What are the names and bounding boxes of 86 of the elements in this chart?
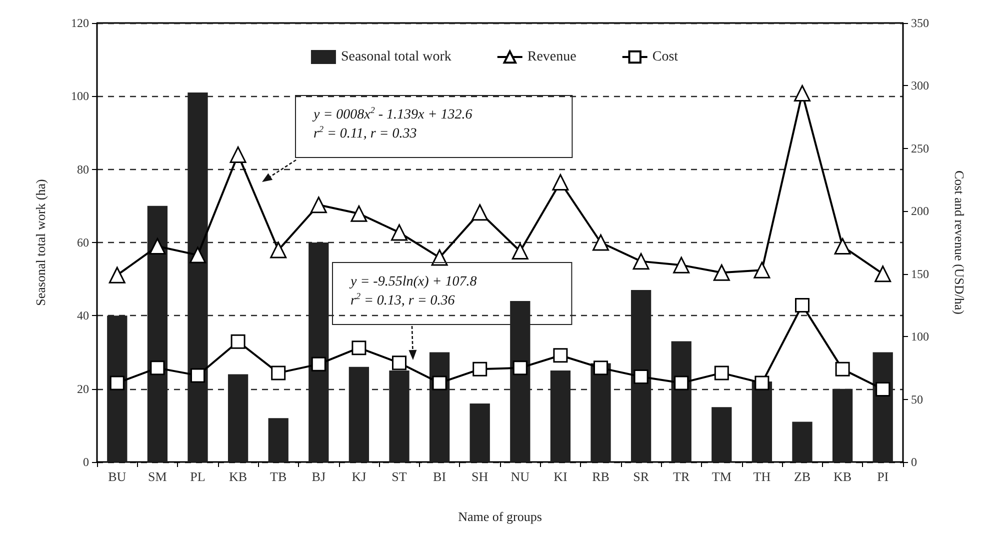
y2-axis-title: Cost and revenue (USD/ha) bbox=[952, 170, 967, 315]
bar bbox=[228, 374, 248, 462]
point bbox=[874, 266, 892, 282]
y-tick-label: 60 bbox=[77, 236, 89, 250]
y2-tick-label: 200 bbox=[911, 204, 929, 218]
bar bbox=[348, 366, 370, 462]
x-tick-label: KJ bbox=[352, 469, 366, 484]
y2-tick-label: 150 bbox=[911, 266, 929, 281]
point bbox=[553, 348, 568, 363]
x-tick-label: ST bbox=[392, 469, 407, 484]
point bbox=[552, 174, 569, 191]
point bbox=[190, 246, 206, 264]
point bbox=[472, 204, 488, 221]
point bbox=[835, 362, 850, 376]
point bbox=[512, 360, 528, 376]
y-tick-label: 0 bbox=[83, 455, 89, 469]
x-tick-label: KB bbox=[229, 469, 248, 484]
point bbox=[834, 238, 851, 255]
legend-label: Cost bbox=[652, 50, 678, 64]
x-tick-label: TB bbox=[270, 469, 287, 484]
point bbox=[592, 234, 609, 251]
y-tick-label: 80 bbox=[77, 162, 89, 176]
point bbox=[270, 242, 287, 258]
x-tick-label: SR bbox=[633, 469, 650, 484]
point bbox=[794, 84, 810, 102]
point bbox=[110, 376, 124, 390]
point bbox=[230, 146, 246, 163]
point bbox=[632, 253, 650, 270]
x-tick-label: TH bbox=[753, 469, 771, 484]
point bbox=[714, 366, 729, 380]
x-tick-label: TM bbox=[712, 469, 732, 484]
y2-tick-label: 250 bbox=[911, 141, 929, 156]
bar bbox=[792, 422, 812, 462]
point bbox=[391, 224, 408, 241]
point bbox=[271, 366, 286, 380]
point bbox=[754, 376, 770, 390]
x-tick-label: BU bbox=[108, 469, 127, 484]
point bbox=[190, 368, 205, 383]
point bbox=[310, 196, 327, 214]
point bbox=[754, 262, 770, 278]
x-axis-title: Name of groups bbox=[458, 509, 542, 524]
y-tick-label: 20 bbox=[77, 382, 89, 396]
point bbox=[149, 238, 166, 255]
point bbox=[352, 340, 366, 356]
point bbox=[230, 334, 246, 349]
bar bbox=[590, 363, 611, 462]
y2-tick-label: 350 bbox=[911, 16, 929, 30]
point bbox=[512, 243, 528, 260]
legend-label: Revenue bbox=[527, 50, 576, 64]
x-tick-label: SH bbox=[472, 469, 488, 484]
point bbox=[150, 360, 165, 376]
y2-tick-label: 50 bbox=[911, 392, 923, 406]
x-tick-label: TR bbox=[673, 469, 690, 484]
y-tick-label: 40 bbox=[77, 308, 89, 323]
y2-tick-label: 100 bbox=[911, 330, 929, 344]
point bbox=[311, 356, 326, 372]
y-tick-label: 120 bbox=[71, 16, 89, 30]
point bbox=[350, 205, 368, 222]
y-tick-label: 100 bbox=[71, 89, 89, 104]
x-tick-label: NU bbox=[510, 469, 530, 484]
x-tick-label: SM bbox=[148, 469, 168, 484]
bar bbox=[470, 403, 490, 462]
x-tick-label: PI bbox=[877, 469, 889, 484]
x-tick-label: PL bbox=[190, 469, 206, 484]
bar bbox=[268, 418, 288, 462]
point bbox=[594, 360, 608, 376]
point bbox=[876, 382, 890, 396]
y2-tick-label: 0 bbox=[911, 455, 917, 469]
point bbox=[634, 369, 648, 384]
point bbox=[674, 376, 689, 390]
x-tick-label: BI bbox=[433, 469, 446, 484]
point bbox=[472, 362, 488, 376]
bar bbox=[712, 407, 732, 462]
x-tick-label: KI bbox=[554, 469, 568, 484]
point bbox=[108, 266, 126, 284]
point bbox=[713, 264, 730, 281]
point bbox=[673, 256, 690, 274]
x-tick-label: RB bbox=[592, 469, 610, 484]
y-axis-title: Seasonal total work (ha) bbox=[33, 179, 48, 306]
point bbox=[432, 376, 447, 390]
x-tick-label: KB bbox=[834, 469, 852, 484]
x-tick-label: ZB bbox=[794, 469, 811, 484]
bar bbox=[832, 388, 853, 462]
legend-label: Seasonal total work bbox=[340, 50, 452, 64]
y2-tick-label: 300 bbox=[911, 78, 929, 93]
x-tick-label: BJ bbox=[312, 469, 326, 484]
